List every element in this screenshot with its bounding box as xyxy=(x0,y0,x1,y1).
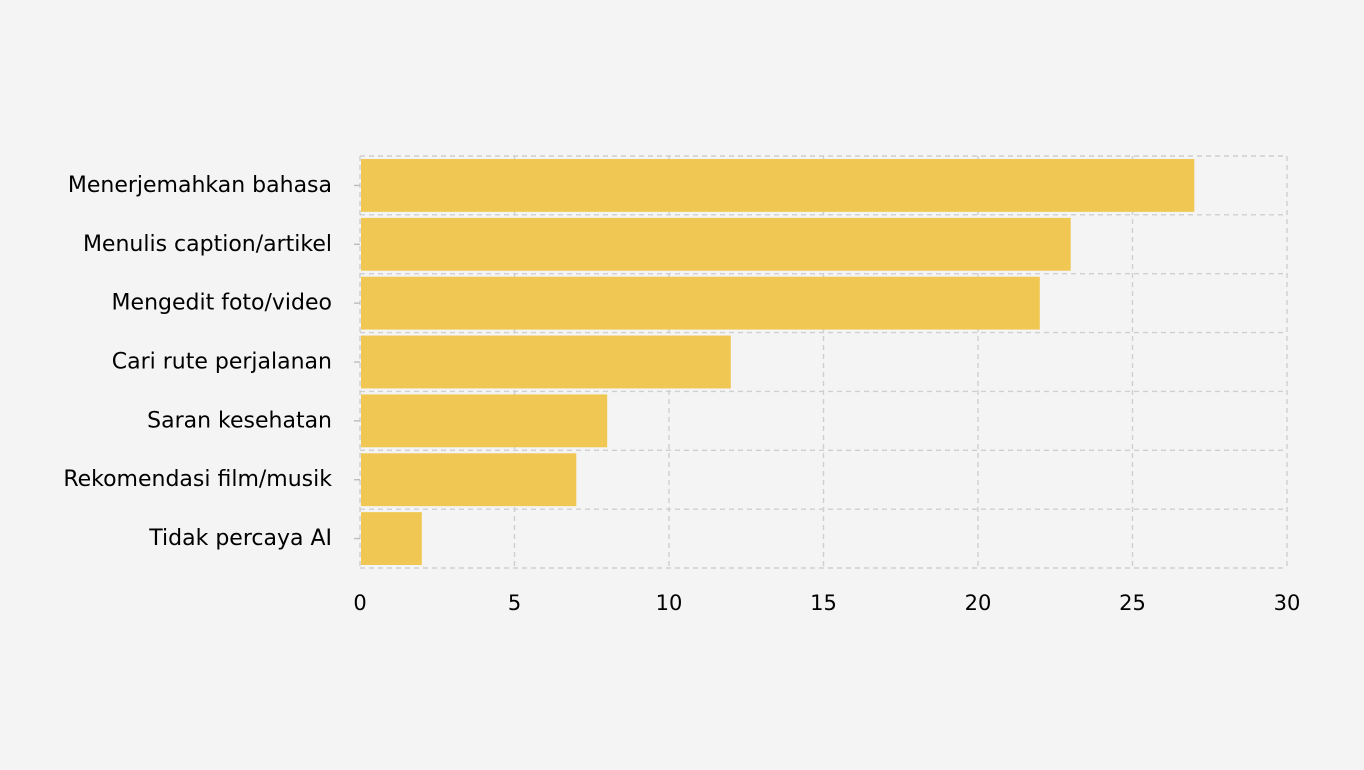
axes: Menerjemahkan bahasa Menulis caption/arti… xyxy=(63,173,1300,615)
category-label: Mengedit foto/video xyxy=(112,291,332,316)
category-label: Menulis caption/artikel xyxy=(83,232,332,257)
bar xyxy=(361,217,1071,271)
category-label: Rekomendasi film/musik xyxy=(63,467,332,492)
x-tick-label: 30 xyxy=(1274,591,1301,615)
bar xyxy=(361,512,422,565)
category-label: Saran kesehatan xyxy=(147,408,332,433)
x-tick-label: 20 xyxy=(965,591,992,615)
bar xyxy=(361,335,731,389)
bar xyxy=(361,159,1195,212)
category-label: Menerjemahkan bahasa xyxy=(68,173,332,198)
bar xyxy=(361,394,608,448)
category-label: Cari rute perjalanan xyxy=(112,350,332,375)
x-tick-label: 0 xyxy=(353,591,366,615)
bar xyxy=(361,276,1040,330)
bars xyxy=(361,159,1195,565)
x-tick-label: 10 xyxy=(656,591,683,615)
x-tick-label: 5 xyxy=(508,591,521,615)
x-tick-label: 15 xyxy=(810,591,837,615)
category-label: Tidak percaya AI xyxy=(148,526,332,551)
x-tick-label: 25 xyxy=(1119,591,1146,615)
grid xyxy=(359,155,1288,569)
bar xyxy=(361,453,577,507)
